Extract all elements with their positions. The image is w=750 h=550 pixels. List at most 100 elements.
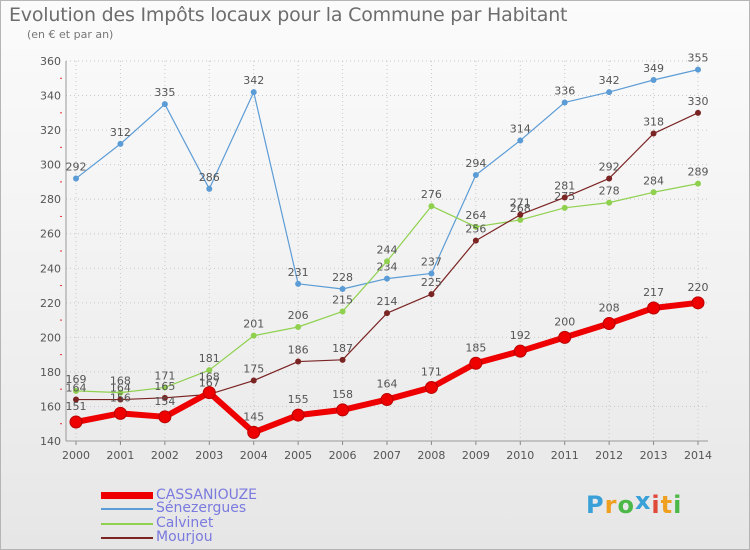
data-label: 292 (599, 160, 620, 173)
data-label: 175 (243, 363, 264, 376)
data-point (517, 137, 524, 144)
y-tick-label: 260 (40, 228, 61, 241)
x-tick-label: 2004 (240, 449, 268, 462)
data-label: 187 (332, 342, 353, 355)
data-point (202, 386, 216, 400)
logo-letter: t (660, 491, 674, 519)
proxiti-logo: Proxiti (586, 487, 682, 519)
data-label: 192 (510, 329, 531, 342)
data-label: 342 (243, 74, 264, 87)
data-point (73, 396, 79, 403)
data-point (384, 258, 390, 265)
data-point (606, 89, 613, 96)
x-tick-label: 2007 (373, 449, 401, 462)
data-point (339, 356, 346, 363)
data-point (650, 130, 657, 137)
data-label: 169 (66, 373, 87, 386)
logo-letter: x (634, 487, 652, 515)
x-tick-label: 2009 (462, 449, 490, 462)
data-label: 292 (66, 160, 87, 173)
data-point (650, 189, 657, 196)
data-point (161, 101, 168, 108)
legend-item-cassaniouze: CASSANIOUZE (101, 488, 257, 503)
data-point (695, 109, 701, 116)
data-label: 289 (688, 166, 709, 179)
data-point (291, 408, 305, 422)
data-point (424, 380, 438, 394)
y-tick-label: 300 (40, 159, 61, 172)
data-point (695, 180, 701, 187)
data-point (647, 301, 661, 315)
data-point (472, 223, 479, 230)
data-point (472, 237, 479, 244)
data-point (428, 270, 435, 277)
data-point (117, 140, 124, 147)
data-point (73, 387, 79, 394)
data-label: 286 (199, 171, 220, 184)
data-label: 214 (377, 295, 398, 308)
x-tick-label: 2010 (506, 449, 534, 462)
x-tick-label: 2000 (62, 449, 90, 462)
data-point (339, 286, 346, 292)
data-label: 312 (110, 126, 131, 139)
data-label: 294 (465, 157, 486, 170)
data-label: 268 (510, 202, 531, 215)
data-label: 330 (688, 95, 709, 108)
data-point (513, 344, 527, 358)
logo-letter: r (604, 491, 618, 519)
x-tick-label: 2014 (684, 449, 712, 462)
data-point (117, 396, 124, 403)
data-label: 220 (688, 281, 709, 294)
data-point (384, 275, 390, 282)
data-point (250, 377, 257, 384)
data-point (295, 280, 302, 287)
data-point (606, 175, 613, 182)
data-label: 336 (554, 84, 575, 97)
legend-label-calvinet: Calvinet (156, 515, 214, 531)
data-label: 237 (421, 255, 442, 268)
data-point (250, 332, 257, 339)
data-point (602, 317, 616, 331)
data-label: 318 (643, 116, 664, 129)
logo-letter: o (617, 491, 635, 519)
data-point (691, 296, 705, 310)
data-point (428, 203, 435, 210)
legend-swatch-mourjou (101, 536, 153, 539)
data-label: 171 (421, 365, 442, 378)
data-label: 335 (154, 86, 175, 99)
data-label: 256 (465, 223, 486, 236)
data-point (73, 175, 79, 182)
legend-swatch-calvinet (101, 522, 153, 525)
data-point (250, 89, 257, 96)
data-point (558, 330, 572, 344)
data-label: 164 (66, 382, 87, 395)
logo-letter: P (586, 491, 605, 519)
data-point (384, 310, 390, 317)
data-label: 164 (110, 382, 131, 395)
data-point (339, 308, 346, 315)
data-label: 156 (110, 391, 131, 404)
data-label: 271 (510, 197, 531, 210)
data-point (158, 410, 172, 424)
y-tick-label: 340 (40, 90, 61, 103)
legend-item-senezergues: Sénezergues (101, 501, 246, 516)
legend-item-mourjou: Mourjou (101, 530, 213, 545)
data-label: 185 (465, 341, 486, 354)
data-label: 234 (377, 261, 398, 274)
data-label: 186 (288, 344, 309, 357)
data-point (206, 185, 213, 192)
legend-label-cassaniouze: CASSANIOUZE (156, 487, 258, 503)
legend-swatch-cassaniouze (101, 492, 153, 499)
data-label: 342 (599, 74, 620, 87)
data-label: 181 (199, 352, 220, 365)
data-point (380, 393, 394, 407)
data-point (161, 394, 168, 401)
data-point (517, 211, 524, 218)
chart-title: Evolution des Impôts locaux pour la Comm… (9, 4, 568, 26)
data-label: 278 (599, 185, 620, 198)
data-label: 201 (243, 318, 264, 331)
data-point (517, 216, 524, 223)
data-label: 264 (465, 209, 486, 222)
legend-item-calvinet: Calvinet (101, 516, 213, 531)
